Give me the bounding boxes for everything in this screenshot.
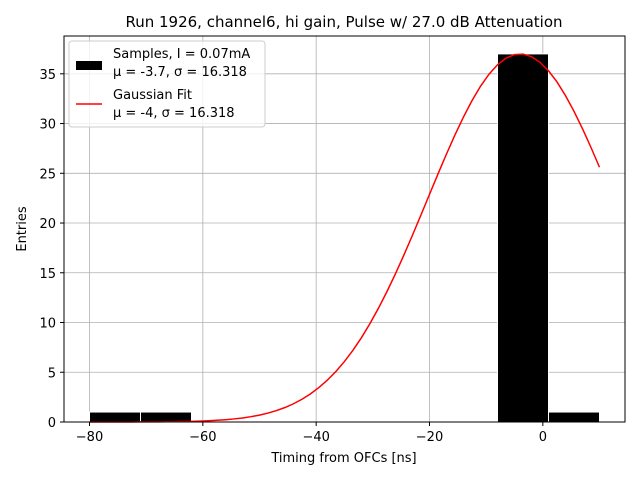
y-axis-label: Entries xyxy=(15,206,30,252)
legend-label-samples: Samples, I = 0.07mA xyxy=(113,47,250,62)
y-tick-label: 15 xyxy=(39,267,56,282)
chart-title: Run 1926, channel6, hi gain, Pulse w/ 27… xyxy=(125,13,562,31)
legend: Samples, I = 0.07mA μ = -3.7, σ = 16.318… xyxy=(68,40,266,128)
x-tick-label: −80 xyxy=(76,430,103,445)
histogram-bar xyxy=(497,53,549,423)
x-tick-label: 0 xyxy=(539,430,547,445)
x-tick-label: −60 xyxy=(189,430,216,445)
y-tick-label: 5 xyxy=(48,366,56,381)
histogram-bar xyxy=(548,411,600,423)
legend-label-fit-stats: μ = -4, σ = 16.318 xyxy=(113,106,235,121)
axis-ticks: −80 −60 −40 −20 0 0 5 10 15 20 25 30 35 xyxy=(39,68,547,445)
plot-frame xyxy=(63,35,626,423)
histogram-bar xyxy=(89,411,141,423)
histogram-bar xyxy=(140,411,192,423)
legend-box xyxy=(68,40,266,128)
y-tick-label: 30 xyxy=(39,118,56,133)
histogram-bars xyxy=(89,53,600,423)
y-tick-label: 25 xyxy=(39,167,56,182)
y-tick-label: 10 xyxy=(39,317,56,332)
y-tick-label: 20 xyxy=(39,217,56,232)
y-tick-label: 35 xyxy=(39,68,56,83)
x-tick-label: −20 xyxy=(416,430,443,445)
x-axis-label: Timing from OFCs [ns] xyxy=(270,451,416,466)
legend-swatch-samples xyxy=(76,61,102,70)
x-tick-label: −40 xyxy=(302,430,329,445)
y-tick-label: 0 xyxy=(48,416,56,431)
legend-label-fit: Gaussian Fit xyxy=(113,88,192,103)
legend-label-samples-stats: μ = -3.7, σ = 16.318 xyxy=(113,65,247,80)
